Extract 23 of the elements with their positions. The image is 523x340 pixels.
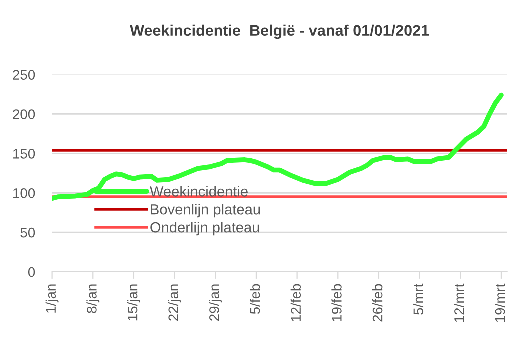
x-tick-label: 12/feb xyxy=(290,284,302,322)
x-tick-label: 19/feb xyxy=(332,284,342,322)
x-tick-label: 8/jan xyxy=(86,284,100,314)
chart-title: Weekincidentie België - vanaf 01/01/2021 xyxy=(130,24,430,40)
line-series xyxy=(52,92,504,202)
x-tick-label: 29/jan xyxy=(209,284,222,321)
legend-label: Weekincidentie xyxy=(150,186,248,197)
y-tick-label: 0 xyxy=(28,267,36,278)
x-tick-label: 19/mrt xyxy=(495,284,506,322)
x-tick-label: 22/jan xyxy=(168,284,182,321)
x-tick-label: 15/jan xyxy=(127,284,140,321)
legend-label: Onderlijn plateau xyxy=(150,222,260,236)
x-tick-label: 1/jan xyxy=(46,284,59,313)
y-tick-label: 50 xyxy=(20,228,36,238)
y-tick-label: 200 xyxy=(13,110,36,120)
y-tick-label: 150 xyxy=(14,149,36,159)
y-tick-label: 250 xyxy=(13,70,36,80)
legend-label: Bovenlijn plateau xyxy=(151,204,260,218)
x-tick-label: 5/mrt xyxy=(413,284,424,315)
x-tick-label: 26/feb xyxy=(372,284,383,322)
x-tick-label: 5/feb xyxy=(250,284,260,314)
x-tick-label: 12/mrt xyxy=(454,284,464,322)
y-tick-label: 100 xyxy=(14,188,36,198)
